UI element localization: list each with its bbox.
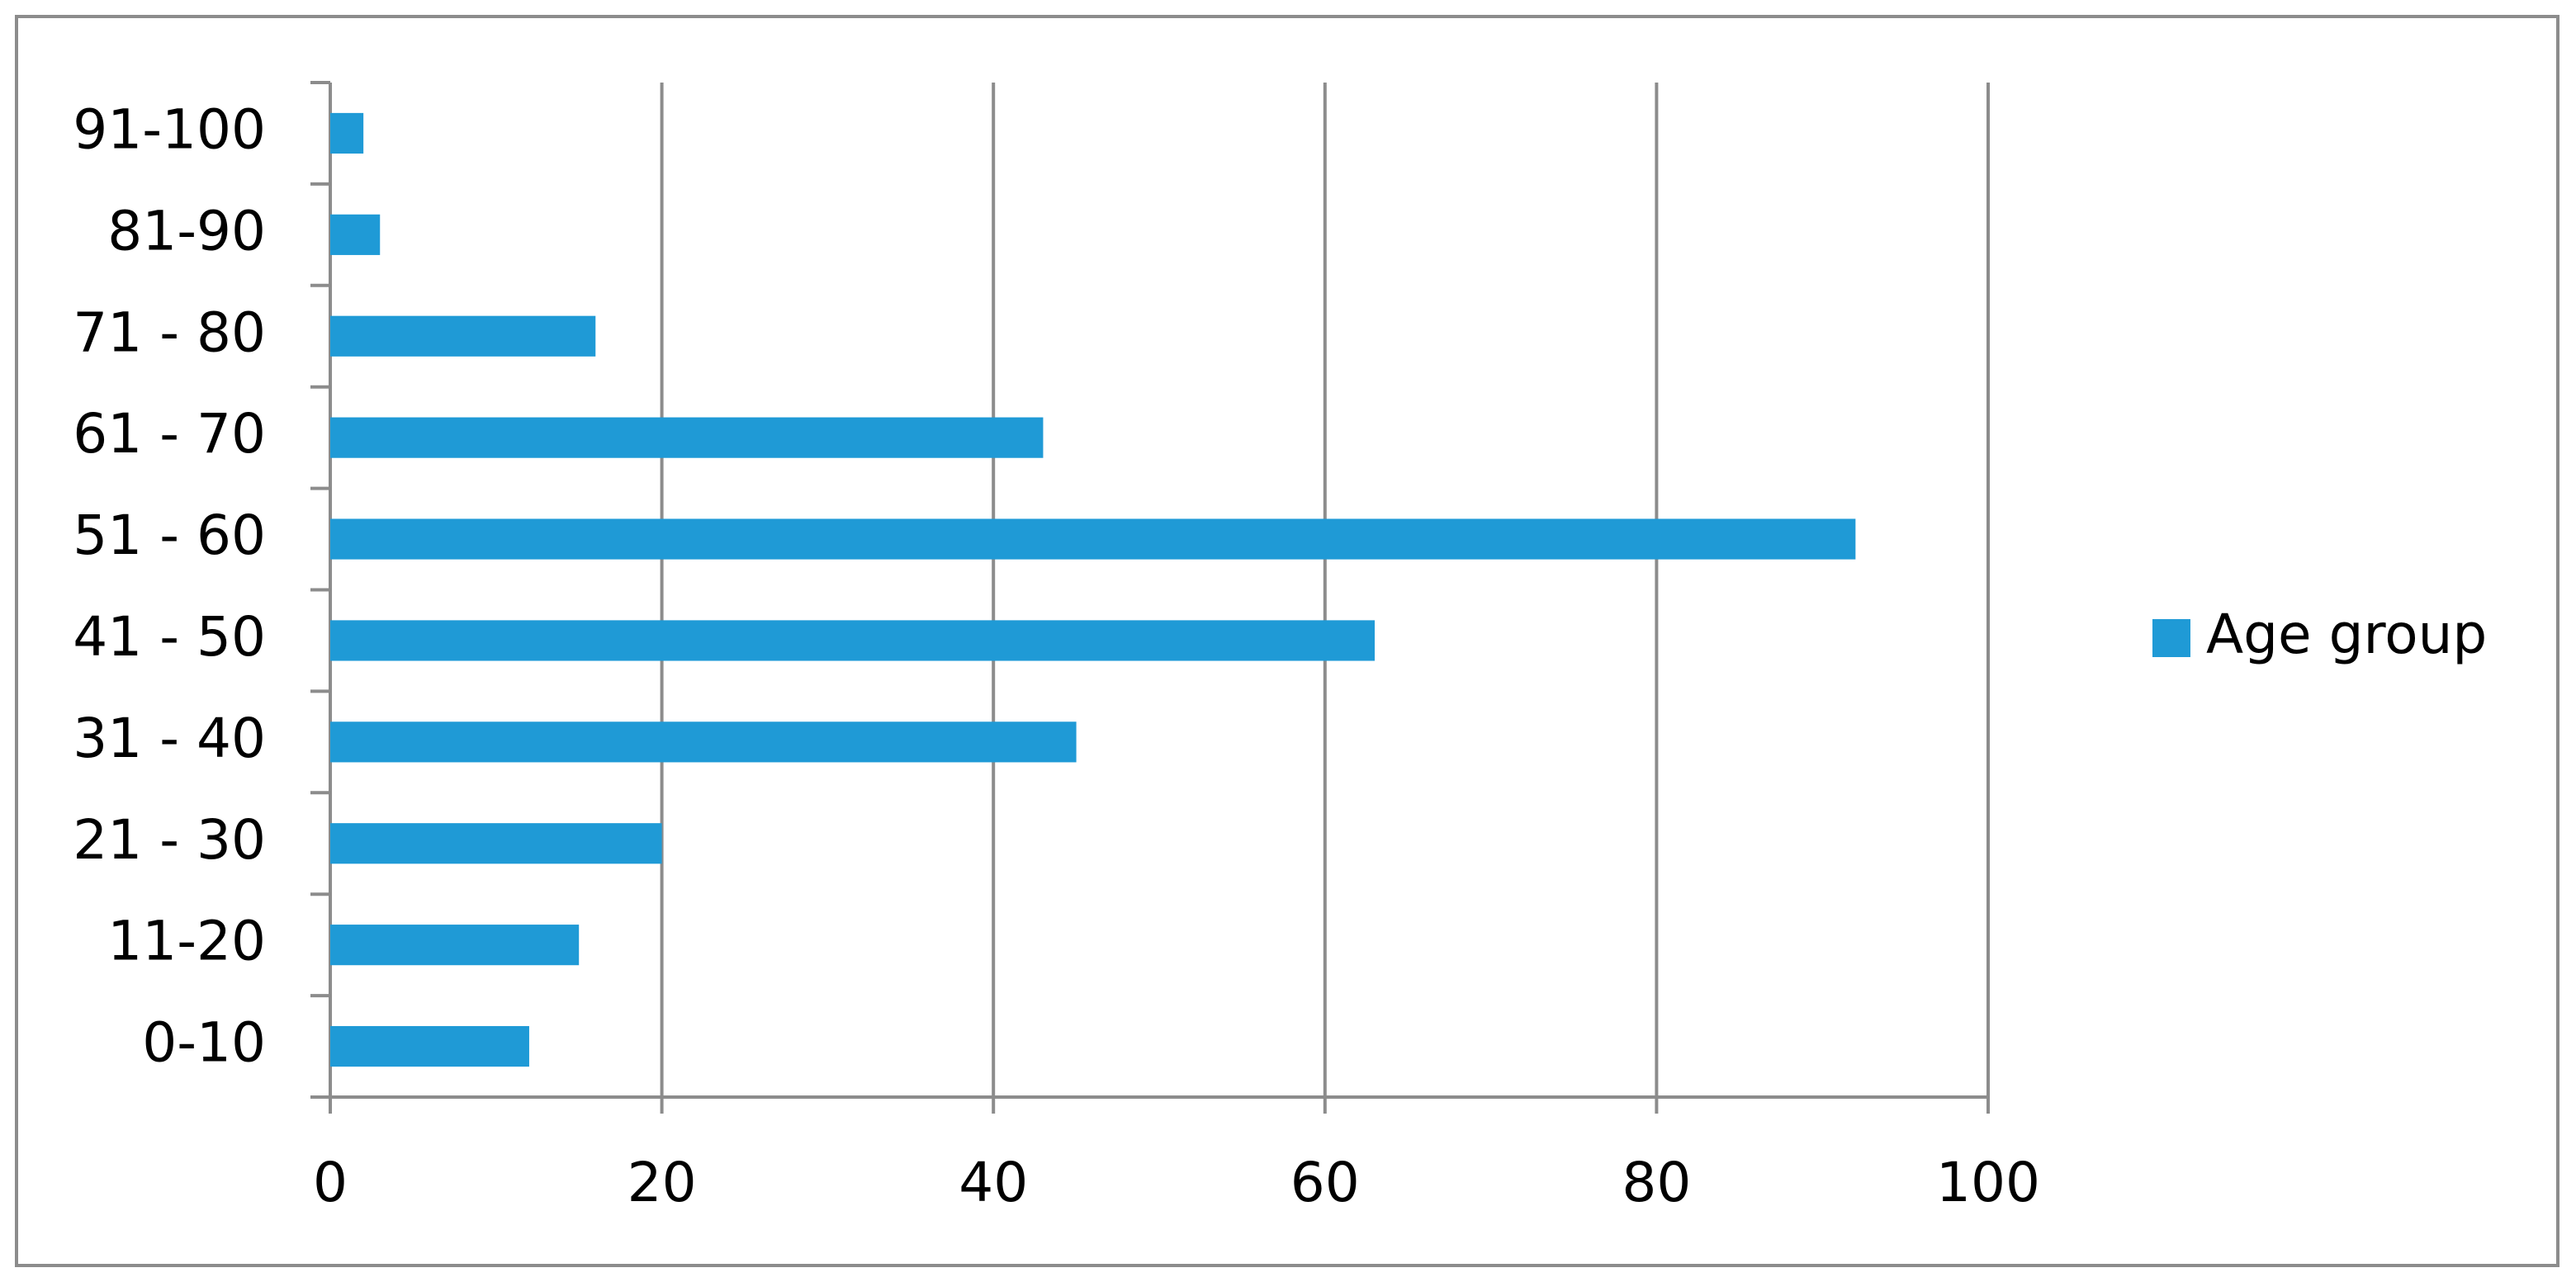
- x-tick-label: 80: [1622, 1151, 1691, 1214]
- y-tick-label: 11-20: [107, 910, 266, 973]
- bar: [330, 112, 364, 154]
- y-tick-label: 91-100: [73, 98, 266, 162]
- legend-swatch: [2152, 619, 2190, 657]
- bar: [330, 214, 381, 255]
- y-tick-label: 81-90: [107, 199, 266, 263]
- y-tick-label: 0-10: [142, 1011, 266, 1075]
- x-tick-label: 20: [627, 1151, 697, 1214]
- bar: [330, 823, 662, 864]
- bar: [330, 1025, 529, 1067]
- y-tick-label: 21 - 30: [73, 808, 266, 872]
- bar: [330, 518, 1856, 560]
- bar: [330, 721, 1077, 763]
- y-tick-label: 31 - 40: [73, 707, 266, 770]
- x-tick-label: 60: [1290, 1151, 1360, 1214]
- y-tick-label: 51 - 60: [73, 504, 266, 567]
- y-tick-label: 41 - 50: [73, 605, 266, 669]
- bar: [330, 315, 596, 357]
- bar: [330, 620, 1376, 661]
- x-tick-label: 40: [959, 1151, 1028, 1214]
- legend-label: Age group: [2206, 603, 2487, 666]
- x-tick-label: 100: [1936, 1151, 2040, 1214]
- y-tick-label: 71 - 80: [73, 300, 266, 364]
- bar: [330, 925, 580, 966]
- y-tick-label: 61 - 70: [73, 402, 266, 466]
- bar: [330, 417, 1044, 458]
- x-tick-label: 0: [313, 1151, 348, 1214]
